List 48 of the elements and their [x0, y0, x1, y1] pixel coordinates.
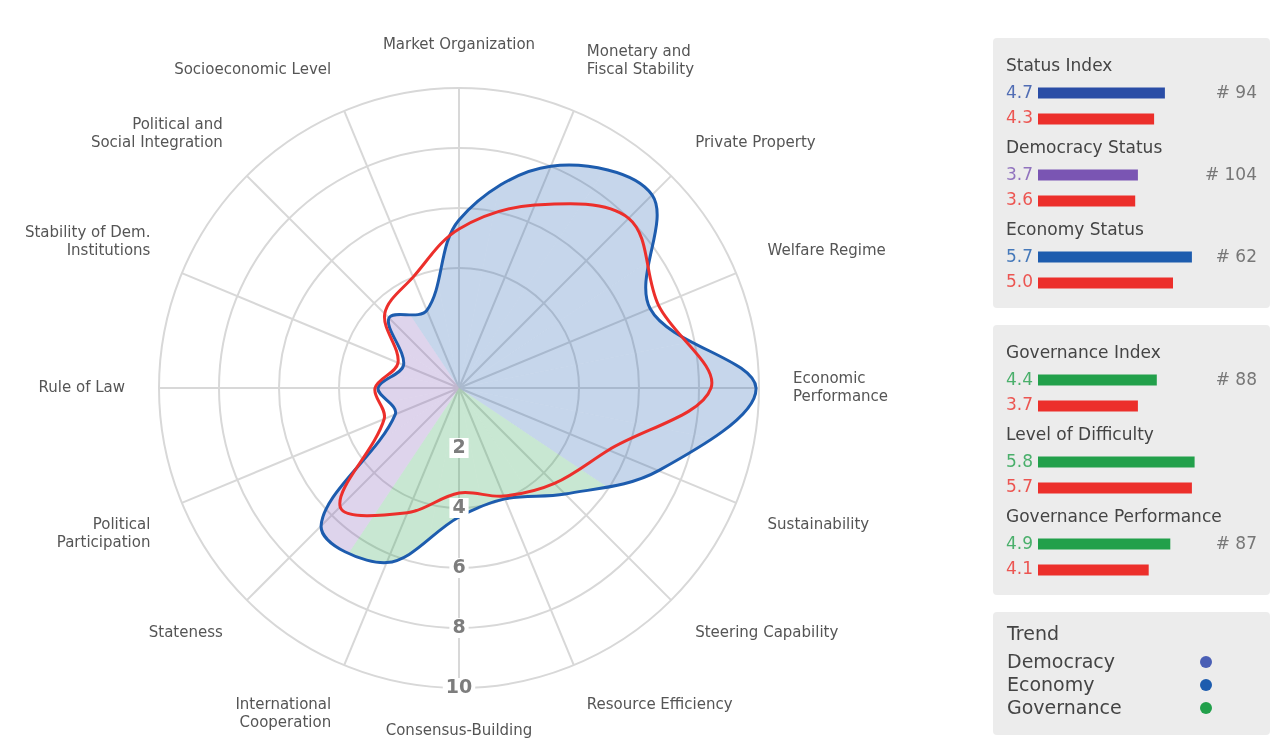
spoke-label: Socioeconomic Level: [174, 60, 332, 79]
data-label: 3.7: [1006, 163, 1034, 184]
data-label: 5.7: [1006, 245, 1034, 266]
data-label: 5.0: [1006, 271, 1034, 292]
data-label: 3.6: [1006, 189, 1034, 210]
spoke-label: Private Property: [695, 132, 816, 151]
spoke-label: Political Participation: [56, 514, 151, 551]
spoke-label: Stability of Dem. Institutions: [24, 223, 151, 260]
text: Trend: [1007, 622, 1060, 644]
y-tick-label: 6: [452, 554, 466, 577]
y-tick-label: Level of Difficulty: [1006, 424, 1154, 445]
data-label: 5.8: [1006, 450, 1034, 471]
spoke-label: Consensus-Building: [385, 720, 533, 739]
spoke-label: Political and Social Integration: [90, 114, 223, 151]
text: # 94: [1215, 81, 1257, 102]
y-tick-label: 2: [452, 434, 466, 457]
text: # 62: [1215, 245, 1257, 266]
data-label: 3.7: [1006, 394, 1034, 415]
data-label: 4.9: [1006, 532, 1034, 553]
category-label: Economy: [1007, 673, 1095, 696]
y-tick-label: 4: [452, 494, 466, 517]
spoke-label: Stateness: [148, 623, 223, 642]
y-tick-label: Status Index: [1006, 55, 1113, 76]
spoke-label: Resource Efficiency: [586, 695, 733, 714]
data-label: 4.1: [1006, 558, 1034, 579]
y-tick-label: 10: [445, 674, 473, 697]
spoke-label: Steering Capability: [695, 623, 839, 642]
data-label: 4.4: [1006, 368, 1034, 389]
data-label: 5.7: [1006, 476, 1034, 497]
spoke-label: International Cooperation: [235, 695, 332, 732]
data-label: 4.7: [1006, 81, 1034, 102]
data-label: 4.3: [1006, 107, 1034, 128]
y-tick-label: Governance Index: [1006, 342, 1161, 363]
spoke-label: Rule of Law: [38, 377, 125, 396]
spoke-label: Market Organization: [382, 34, 536, 53]
category-label: Democracy: [1007, 650, 1116, 673]
text: # 88: [1215, 368, 1257, 389]
y-tick-label: Democracy Status: [1006, 137, 1163, 158]
spoke-label: Economic Performance: [793, 368, 889, 405]
spoke-label: Sustainability: [767, 514, 870, 533]
text: # 87: [1215, 532, 1257, 553]
text: # 104: [1204, 163, 1257, 184]
y-tick-label: Economy Status: [1006, 219, 1144, 240]
spoke-label: Welfare Regime: [767, 241, 886, 260]
spoke-label: Monetary and Fiscal Stability: [586, 42, 695, 79]
category-label: Governance: [1007, 696, 1122, 719]
y-tick-label: 8: [452, 614, 466, 637]
y-tick-label: Governance Performance: [1006, 506, 1222, 527]
